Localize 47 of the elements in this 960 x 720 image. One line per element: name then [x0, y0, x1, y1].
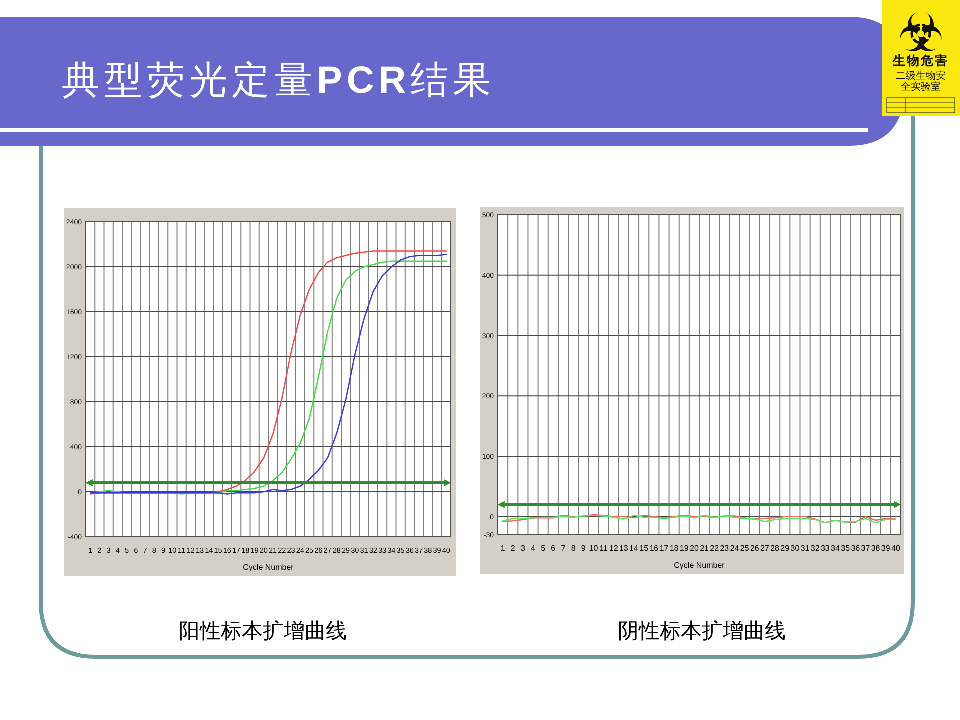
x-tick-label: 4 [531, 544, 536, 553]
x-tick-label: 17 [660, 544, 670, 553]
x-tick-label: 39 [881, 544, 891, 553]
x-tick-label: 9 [581, 544, 586, 553]
x-tick-label: 36 [851, 544, 861, 553]
x-axis-title: Cycle Number [674, 561, 726, 570]
x-tick-label: 15 [640, 544, 650, 553]
x-tick-label: 2 [510, 544, 516, 553]
x-tick-label: 6 [551, 544, 556, 553]
x-tick-label: 24 [730, 544, 740, 553]
x-tick-label: 14 [630, 544, 640, 553]
x-tick-label: 23 [720, 544, 730, 553]
x-tick-label: 13 [619, 544, 629, 553]
x-tick-label: 30 [790, 544, 800, 553]
x-tick-label: 16 [650, 544, 660, 553]
x-tick-label: 37 [861, 544, 871, 553]
x-tick-label: 27 [760, 544, 770, 553]
x-tick-label: 35 [841, 544, 851, 553]
x-tick-label: 19 [680, 544, 690, 553]
x-tick-label: 25 [740, 544, 750, 553]
x-tick-label: 8 [571, 544, 576, 553]
x-tick-label: 18 [670, 544, 680, 553]
x-tick-label: 5 [541, 544, 546, 553]
x-tick-label: 33 [820, 544, 830, 553]
x-tick-label: 12 [609, 544, 619, 553]
x-tick-label: 26 [750, 544, 760, 553]
x-tick-label: 11 [600, 544, 608, 553]
text: 二级生物安全实验室 [896, 70, 946, 93]
text: 生物危害 [892, 53, 949, 68]
x-tick-label: 1 [500, 544, 506, 553]
text: 典型荧光定量PCR结果 [62, 60, 496, 102]
x-tick-label: 21 [700, 544, 710, 553]
x-tick-label: 34 [831, 544, 841, 553]
text: 阳性标本扩增曲线 [179, 619, 347, 643]
x-tick-label: 20 [690, 544, 700, 553]
x-tick-label: 3 [520, 544, 526, 553]
x-axis-title: Cycle Number [243, 563, 294, 572]
x-tick-label: 38 [871, 544, 881, 553]
x-tick-label: 32 [810, 544, 820, 553]
x-tick-label: 29 [780, 544, 790, 553]
text: 阴性标本扩增曲线 [618, 619, 786, 643]
x-tick-label: 10 [589, 544, 599, 553]
x-tick-label: 22 [710, 544, 720, 553]
x-tick-label: 7 [561, 544, 566, 553]
x-tick-label: 40 [892, 544, 901, 553]
x-tick-label: 31 [800, 544, 810, 553]
x-tick-label: 28 [770, 544, 780, 553]
